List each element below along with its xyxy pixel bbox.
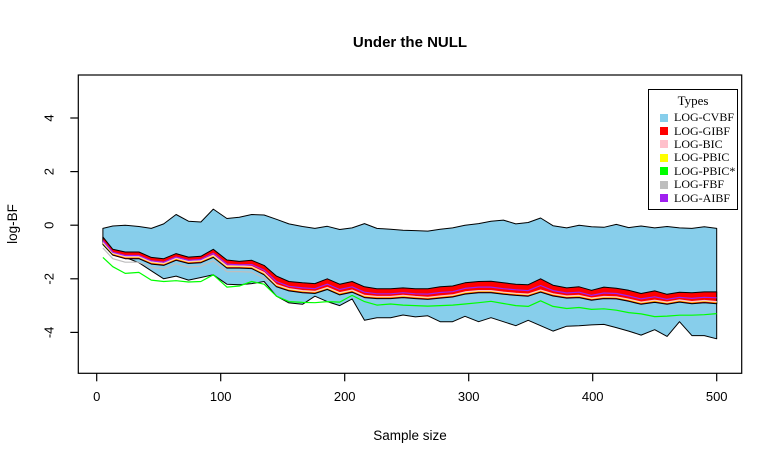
- x-tick-label: 200: [334, 389, 356, 404]
- line-log-pbic*: [102, 256, 717, 318]
- line-log-bic: [102, 241, 717, 303]
- legend-item-label: LOG-PBIC*: [674, 163, 736, 178]
- legend-items: LOG-CVBF LOG-GIBF LOG-BIC LOG-PBIC LOG-PBIC*…: [649, 110, 737, 205]
- legend-item-label: LOG-PBIC: [674, 150, 730, 165]
- band-log-gibf: [102, 236, 718, 305]
- legend-item: LOG-GIBF: [649, 123, 737, 138]
- legend-item-label: LOG-GIBF: [674, 123, 730, 138]
- legend-box: Types LOG-CVBF LOG-GIBF LOG-BIC LOG-PBIC LOG…: [648, 89, 738, 210]
- x-tick-label: 400: [582, 389, 604, 404]
- legend-item: LOG-CVBF: [649, 110, 737, 125]
- legend-swatch-icon: [660, 113, 668, 122]
- legend-swatch-icon: [660, 180, 668, 189]
- legend-item: LOG-PBIC: [649, 150, 737, 165]
- x-tick-label: 500: [706, 389, 728, 404]
- plot-border: [77, 74, 743, 374]
- legend-swatch-icon: [660, 194, 668, 203]
- chart-title: Under the NULL: [353, 34, 467, 51]
- x-axis-title: Sample size: [373, 428, 447, 443]
- legend-swatch-icon: [660, 127, 668, 136]
- legend-item: LOG-AIBF: [649, 190, 737, 205]
- line-log-aibf: [102, 240, 717, 300]
- legend-swatch-icon: [660, 140, 668, 149]
- legend-item-label: LOG-AIBF: [674, 190, 730, 205]
- legend-item-label: LOG-BIC: [674, 136, 723, 151]
- legend-item: LOG-FBF: [649, 177, 737, 192]
- series-group: [102, 208, 718, 340]
- y-tick-label: 0: [42, 222, 57, 229]
- y-tick-label: 4: [42, 114, 57, 121]
- y-tick-label: -4: [42, 327, 57, 339]
- band-log-cvbf: [102, 208, 718, 340]
- x-tick-label: 300: [458, 389, 480, 404]
- legend-swatch-icon: [660, 167, 668, 176]
- y-tick-label: -2: [42, 273, 57, 285]
- x-tick-label: 0: [93, 389, 100, 404]
- legend-item-label: LOG-CVBF: [674, 110, 735, 125]
- y-axis-title: log-BF: [5, 204, 20, 244]
- legend-item: LOG-PBIC*: [649, 163, 737, 178]
- legend-swatch-icon: [660, 153, 668, 162]
- legend-item-label: LOG-FBF: [674, 177, 725, 192]
- legend-item: LOG-BIC: [649, 136, 737, 151]
- axes-group: 0 100 200 300 400 500 4 2 0 -2 -4: [42, 114, 728, 404]
- legend-title: Types: [677, 93, 709, 108]
- y-tick-label: 2: [42, 168, 57, 175]
- x-tick-label: 100: [210, 389, 232, 404]
